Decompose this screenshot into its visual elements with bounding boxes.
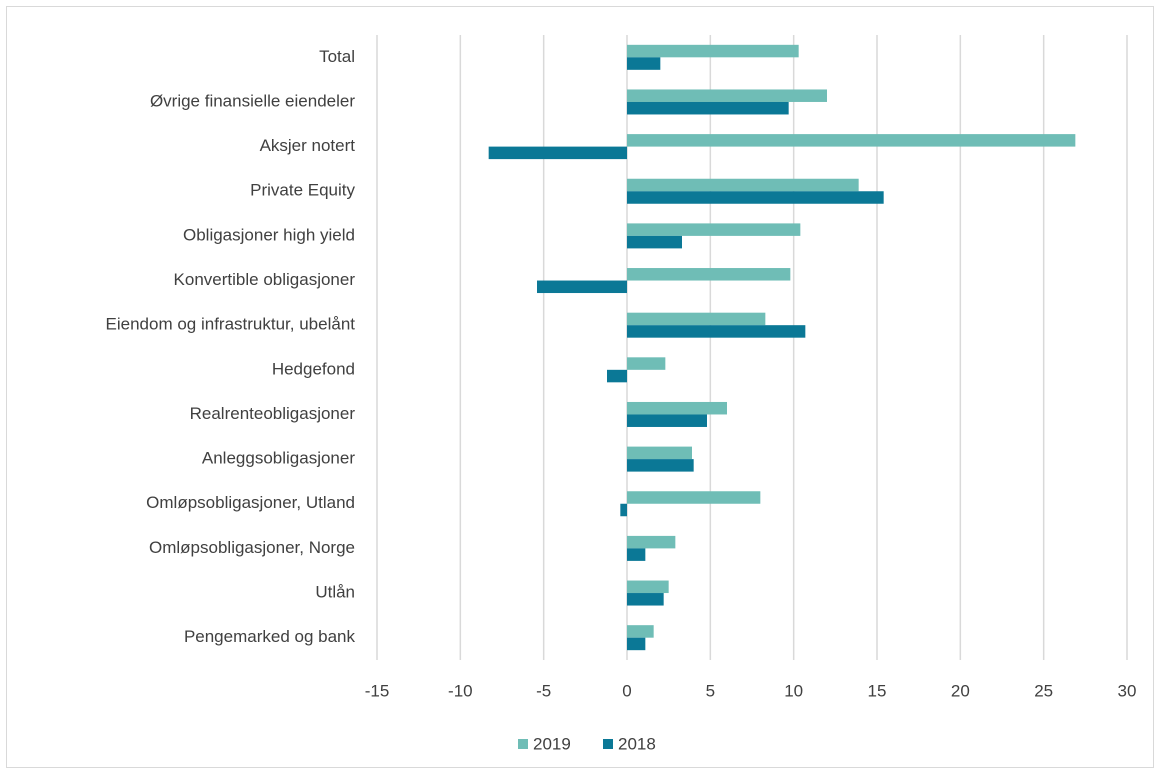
legend-label: 2018 xyxy=(618,734,656,753)
y-tick-label: Eiendom og infrastruktur, ubelånt xyxy=(106,315,356,334)
y-tick-label: Aksjer notert xyxy=(260,136,356,155)
bar xyxy=(627,57,661,70)
legend-swatch xyxy=(603,739,613,749)
bar xyxy=(627,268,791,281)
x-tick-label: 15 xyxy=(868,681,887,700)
bar xyxy=(627,357,666,370)
bar xyxy=(627,325,806,338)
x-tick-label: -10 xyxy=(448,681,473,700)
bar xyxy=(627,580,669,594)
y-tick-label: Omløpsobligasjoner, Utland xyxy=(146,493,355,512)
y-tick-label: Private Equity xyxy=(250,181,355,200)
bar xyxy=(627,548,646,561)
bar xyxy=(627,235,682,249)
y-tick-label: Total xyxy=(319,47,355,66)
bar xyxy=(627,134,1076,147)
y-tick-label: Omløpsobligasjoner, Norge xyxy=(149,538,355,557)
bar xyxy=(627,446,692,460)
chart-border xyxy=(6,6,1154,768)
bar xyxy=(627,223,801,236)
bar xyxy=(627,89,827,102)
y-tick-label: Utlån xyxy=(315,583,355,602)
bar xyxy=(627,459,694,472)
bar xyxy=(627,637,646,651)
legend-label: 2019 xyxy=(533,734,571,753)
x-tick-label: 10 xyxy=(784,681,803,700)
x-tick-label: 5 xyxy=(706,681,715,700)
y-tick-label: Hedgefond xyxy=(272,359,355,378)
bar xyxy=(620,503,627,517)
y-tick-label: Obligasjoner high yield xyxy=(183,225,355,244)
bar xyxy=(627,44,799,58)
bar xyxy=(537,280,627,294)
y-tick-label: Anleggsobligasjoner xyxy=(202,449,355,468)
bar xyxy=(607,369,627,383)
bar xyxy=(488,146,627,160)
legend-swatch xyxy=(518,739,528,749)
y-tick-label: Realrenteobligasjoner xyxy=(190,404,356,423)
bar xyxy=(627,178,859,192)
bar xyxy=(627,593,664,606)
x-tick-label: -15 xyxy=(365,681,390,700)
x-tick-label: -5 xyxy=(536,681,551,700)
bar xyxy=(627,401,727,415)
y-tick-label: Øvrige finansielle eiendeler xyxy=(150,91,355,110)
bar xyxy=(627,191,884,204)
bar xyxy=(627,101,789,115)
bar xyxy=(627,535,676,549)
bar xyxy=(627,625,654,638)
y-tick-label: Konvertible obligasjoner xyxy=(174,270,356,289)
x-tick-label: 25 xyxy=(1034,681,1053,700)
y-tick-label: Pengemarked og bank xyxy=(184,627,356,646)
x-tick-label: 0 xyxy=(622,681,631,700)
bar xyxy=(627,312,766,326)
bar xyxy=(627,491,761,504)
bar xyxy=(627,414,707,427)
x-tick-label: 20 xyxy=(951,681,970,700)
x-tick-label: 30 xyxy=(1118,681,1137,700)
